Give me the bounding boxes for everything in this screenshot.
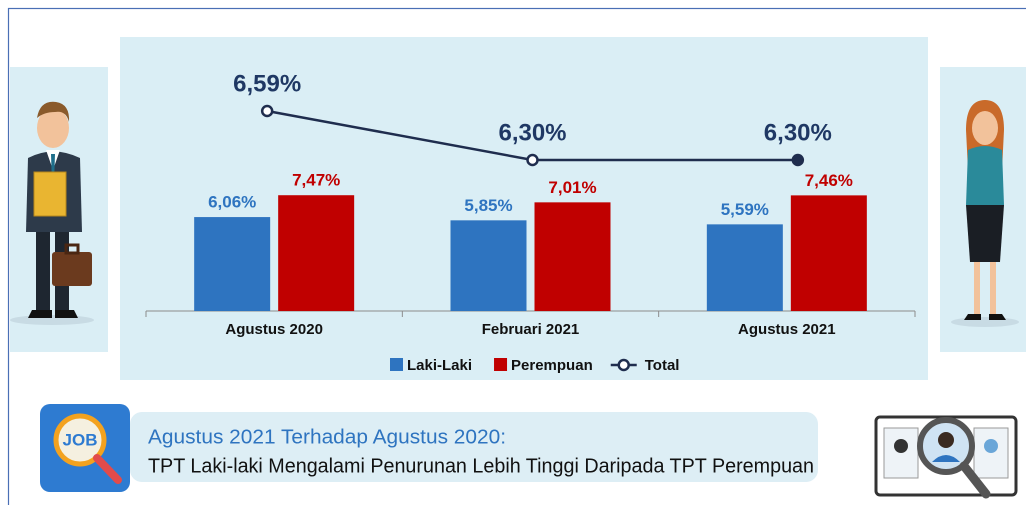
value-label: 6,30% [498,119,566,146]
value-label: 7,01% [548,178,596,197]
value-label: 6,06% [208,193,256,212]
value-label: 6,59% [233,70,301,97]
value-label: 7,47% [292,171,340,190]
page: Agustus 2020 Februari 2021 Agustus 2021 6,0… [0,0,1026,505]
bar [707,224,783,311]
bar [451,220,527,311]
value-label: 5,59% [721,200,769,219]
x-tick-label: Agustus 2020 [225,321,323,338]
total-point [793,155,803,165]
bar [194,217,270,311]
total-point [262,106,272,116]
bar [535,202,611,311]
legend-label: Laki-Laki [407,357,472,374]
legend-marker [390,358,403,371]
legend-label: Total [645,357,680,374]
legend-marker [619,360,629,370]
banner-text: TPT Laki-laki Mengalami Penurunan Lebih … [148,455,814,477]
value-label: 7,46% [805,171,853,190]
bar [278,195,354,311]
legend-marker [494,358,507,371]
legend-label: Perempuan [511,357,593,374]
infographic: Agustus 2020 Februari 2021 Agustus 2021 6,0… [0,0,1026,505]
x-tick-label: Februari 2021 [482,321,580,338]
banner-title: Agustus 2021 Terhadap Agustus 2020: [148,426,506,448]
laptop-illustration [876,417,1016,495]
total-point [528,155,538,165]
job-icon-label: JOB [63,430,98,449]
x-tick-label: Agustus 2021 [738,321,836,338]
value-label: 5,85% [464,196,512,215]
bar [791,195,867,311]
value-label: 6,30% [764,119,832,146]
